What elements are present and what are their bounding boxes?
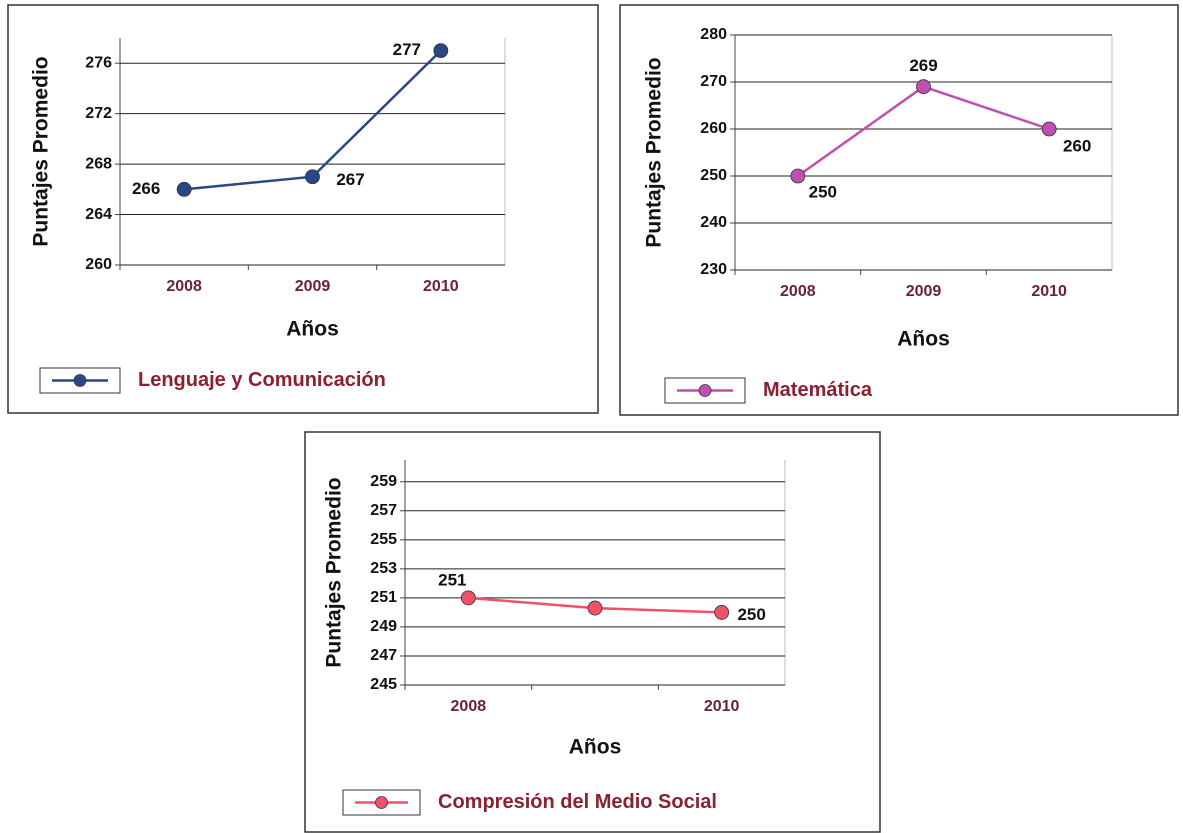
- legend-label: Compresión del Medio Social: [438, 791, 717, 813]
- data-label: 269: [909, 56, 937, 75]
- x-tick-label: 2009: [906, 283, 942, 300]
- data-point: [916, 79, 931, 95]
- y-tick-label: 268: [85, 155, 112, 172]
- legend-label: Lenguaje y Comunicación: [138, 369, 386, 391]
- y-tick-label: 253: [370, 560, 397, 577]
- x-axis-title: Años: [897, 328, 950, 351]
- x-tick-label: 2008: [780, 283, 816, 300]
- data-point: [176, 181, 192, 197]
- y-tick-label: 259: [370, 473, 397, 490]
- data-point: [460, 590, 476, 606]
- legend-swatch-marker: [375, 796, 388, 809]
- series-line: [184, 49, 442, 191]
- data-point: [433, 43, 449, 59]
- data-point: [1041, 121, 1057, 137]
- data-label: 267: [336, 170, 364, 189]
- x-axis-title: Años: [569, 736, 622, 759]
- y-tick-label: 260: [85, 256, 112, 273]
- x-axis-title: Años: [286, 318, 339, 341]
- x-tick-label: 2010: [1031, 283, 1067, 300]
- x-tick-label: 2009: [295, 278, 331, 295]
- chart-frame: [7, 4, 599, 414]
- y-tick-label: 230: [700, 261, 727, 278]
- data-point: [305, 169, 320, 185]
- legend-label: Matemática: [763, 379, 873, 401]
- data-label: 250: [737, 605, 765, 624]
- y-tick-label: 264: [85, 206, 112, 223]
- legend-swatch-marker: [698, 384, 712, 397]
- y-tick-label: 249: [370, 618, 397, 635]
- series-line: [797, 85, 1050, 178]
- data-label: 260: [1063, 136, 1091, 155]
- data-point: [714, 605, 730, 620]
- y-tick-label: 240: [700, 214, 727, 231]
- data-label: 266: [132, 179, 160, 198]
- y-tick-label: 247: [370, 647, 397, 664]
- y-axis-title: Puntajes Promedio: [323, 477, 346, 667]
- y-axis-title: Puntajes Promedio: [30, 56, 53, 246]
- y-tick-label: 276: [85, 54, 112, 71]
- x-tick-label: 2008: [166, 278, 202, 295]
- y-tick-label: 255: [370, 531, 397, 548]
- x-tick-label: 2010: [704, 698, 740, 715]
- y-tick-label: 270: [700, 73, 727, 90]
- x-tick-label: 2008: [451, 698, 487, 715]
- data-point: [790, 168, 806, 184]
- data-label: 250: [809, 182, 837, 201]
- chart-frame: [304, 431, 881, 833]
- x-tick-label: 2010: [423, 278, 459, 295]
- y-tick-label: 245: [370, 676, 397, 693]
- y-tick-label: 272: [85, 105, 112, 122]
- chart-frame: [619, 4, 1179, 416]
- data-point: [587, 600, 603, 616]
- data-label: 277: [393, 40, 421, 59]
- y-tick-label: 250: [700, 167, 727, 184]
- y-tick-label: 260: [700, 120, 727, 137]
- y-tick-label: 280: [700, 26, 727, 43]
- y-tick-label: 257: [370, 502, 397, 519]
- legend-swatch-marker: [73, 374, 87, 387]
- y-tick-label: 251: [370, 589, 397, 606]
- y-axis-title: Puntajes Promedio: [643, 57, 666, 247]
- data-label: 251: [438, 570, 466, 589]
